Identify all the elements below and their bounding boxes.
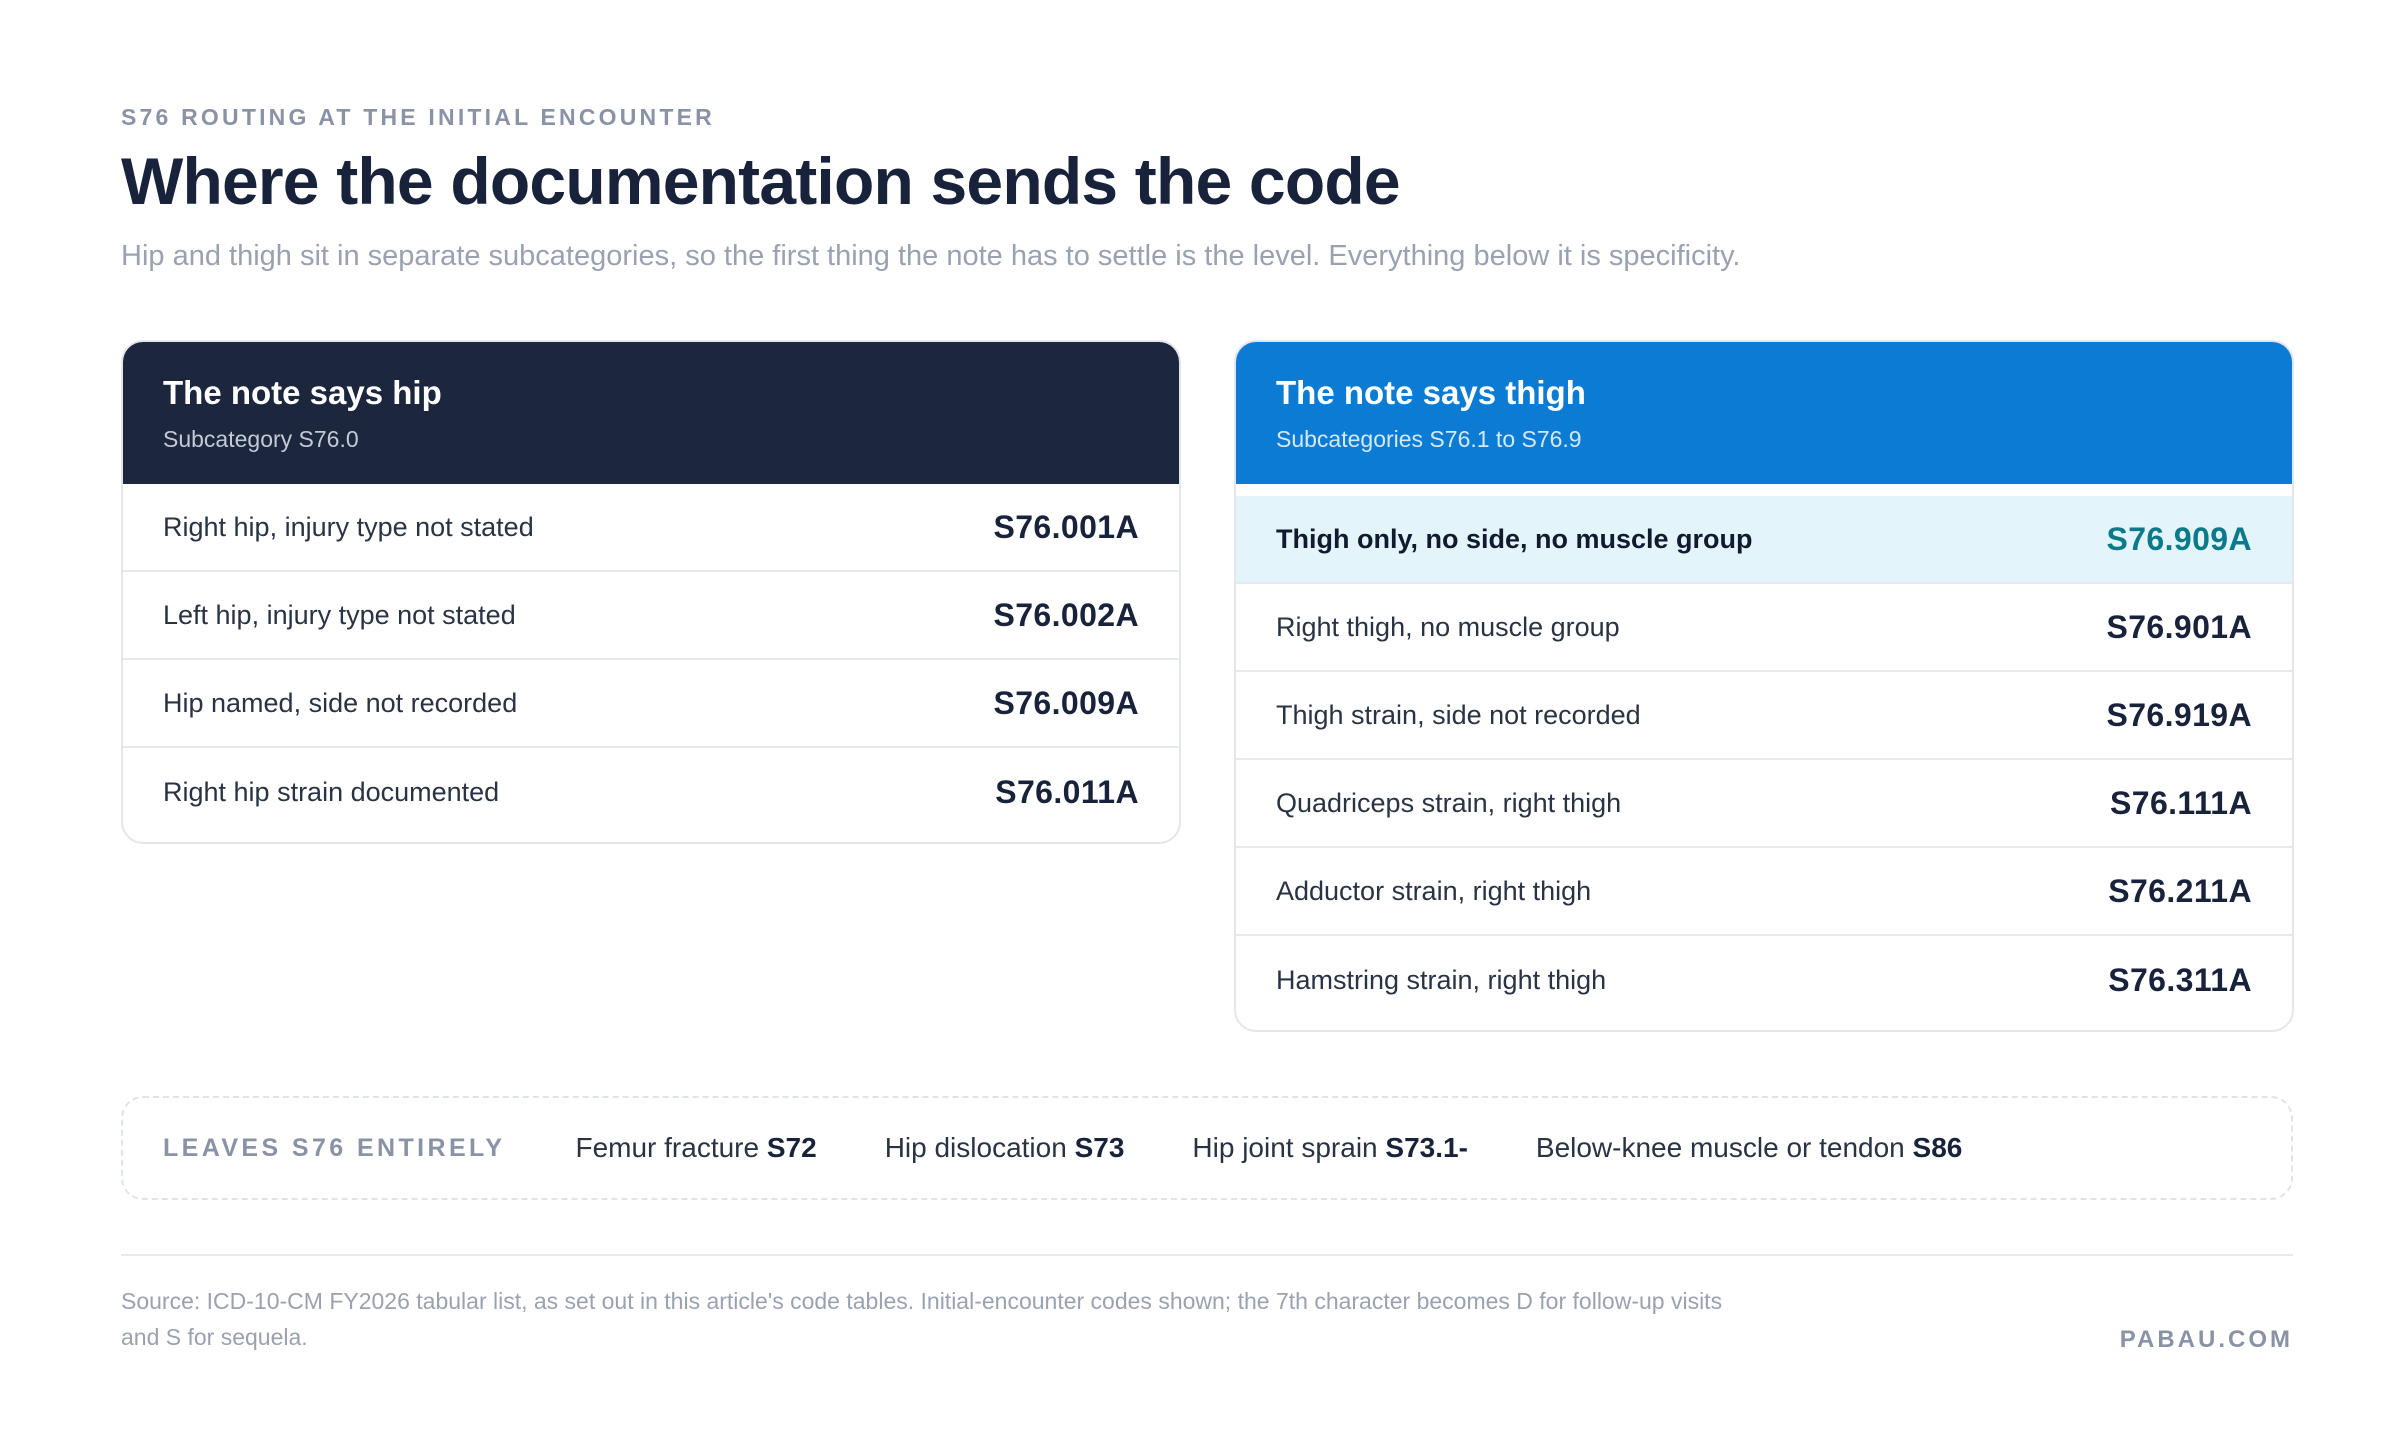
row-label: Hip named, side not recorded xyxy=(163,687,518,718)
row-label: Thigh strain, side not recorded xyxy=(1276,699,1641,730)
leaf-code: S86 xyxy=(1912,1132,1963,1163)
hip-panel-header: The note says hip Subcategory S76.0 xyxy=(123,342,1179,484)
source-note: Source: ICD-10-CM FY2026 tabular list, a… xyxy=(121,1288,1723,1350)
row-label: Right hip strain documented xyxy=(163,776,500,807)
leaf-text: Hip dislocation xyxy=(884,1132,1067,1163)
row-code: S76.919A xyxy=(2106,696,2252,733)
thigh-panel: The note says thigh Subcategories S76.1 … xyxy=(1234,340,2294,1032)
thigh-panel-header: The note says thigh Subcategories S76.1 … xyxy=(1236,342,2292,484)
brand-link[interactable]: PABAU.COM xyxy=(2119,1326,2293,1353)
table-row: Thigh strain, side not recorded S76.919A xyxy=(1236,672,2292,760)
row-label: Right hip, injury type not stated xyxy=(163,511,534,542)
thigh-rows: Thigh only, no side, no muscle group S76… xyxy=(1236,484,2292,1030)
leaf-text: Below-knee muscle or tendon xyxy=(1535,1132,1905,1163)
hip-panel: The note says hip Subcategory S76.0 Righ… xyxy=(121,340,1181,844)
hip-panel-subtitle: Subcategory S76.0 xyxy=(163,426,359,452)
leaf-item: Hip joint sprain S73.1- xyxy=(1192,1132,1467,1164)
page-title: Where the documentation sends the code xyxy=(121,144,1401,218)
table-row: Right hip, injury type not stated S76.00… xyxy=(123,484,1179,572)
leaf-text: Femur fracture xyxy=(575,1132,760,1163)
leaf-code: S73.1- xyxy=(1385,1132,1468,1163)
leaf-code: S72 xyxy=(766,1132,817,1163)
row-code: S76.001A xyxy=(993,508,1139,545)
thigh-panel-title: The note says thigh xyxy=(1276,374,1586,411)
row-code: S76.909A xyxy=(2106,520,2252,557)
table-row: Quadriceps strain, right thigh S76.111A xyxy=(1236,760,2292,848)
leaf-text: Hip joint sprain xyxy=(1192,1132,1378,1163)
table-row: Right hip strain documented S76.011A xyxy=(123,748,1179,836)
infographic: S76 ROUTING AT THE INITIAL ENCOUNTER Whe… xyxy=(121,104,2294,1353)
row-label: Adductor strain, right thigh xyxy=(1276,875,1592,906)
leaf-item: Hip dislocation S73 xyxy=(885,1132,1125,1164)
table-row: Hamstring strain, right thigh S76.311A xyxy=(1236,936,2292,1024)
table-row: Right thigh, no muscle group S76.901A xyxy=(1236,584,2292,672)
leaf-item: Below-knee muscle or tendon S86 xyxy=(1536,1132,1962,1164)
row-code: S76.011A xyxy=(995,773,1139,810)
leaf-item: Femur fracture S72 xyxy=(575,1132,816,1164)
leaf-code: S73 xyxy=(1074,1132,1125,1163)
row-code: S76.009A xyxy=(993,684,1139,721)
row-code: S76.901A xyxy=(2106,608,2252,645)
footer-divider xyxy=(121,1254,2293,1256)
table-row: Adductor strain, right thigh S76.211A xyxy=(1236,848,2292,936)
table-row: Hip named, side not recorded S76.009A xyxy=(123,660,1179,748)
row-code: S76.311A xyxy=(2108,961,2252,998)
row-label: Thigh only, no side, no muscle group xyxy=(1276,523,1753,554)
row-code: S76.111A xyxy=(2110,784,2252,821)
table-row-highlighted: Thigh only, no side, no muscle group S76… xyxy=(1236,496,2292,584)
table-row: Left hip, injury type not stated S76.002… xyxy=(123,572,1179,660)
row-code: S76.002A xyxy=(993,596,1139,633)
row-code: S76.211A xyxy=(2108,872,2252,909)
hip-rows: Right hip, injury type not stated S76.00… xyxy=(123,484,1179,842)
hip-panel-title: The note says hip xyxy=(163,374,442,411)
thigh-panel-subtitle: Subcategories S76.1 to S76.9 xyxy=(1276,426,1582,452)
leaves-s76-box: LEAVES S76 ENTIRELY Femur fracture S72 H… xyxy=(121,1096,2293,1200)
row-label: Hamstring strain, right thigh xyxy=(1276,964,1607,995)
row-label: Quadriceps strain, right thigh xyxy=(1276,787,1622,818)
page-subtitle: Hip and thigh sit in separate subcategor… xyxy=(121,239,1741,272)
leaves-label: LEAVES S76 ENTIRELY xyxy=(163,1133,506,1162)
row-label: Left hip, injury type not stated xyxy=(163,599,516,630)
row-label: Right thigh, no muscle group xyxy=(1276,611,1620,642)
kicker: S76 ROUTING AT THE INITIAL ENCOUNTER xyxy=(121,104,715,130)
